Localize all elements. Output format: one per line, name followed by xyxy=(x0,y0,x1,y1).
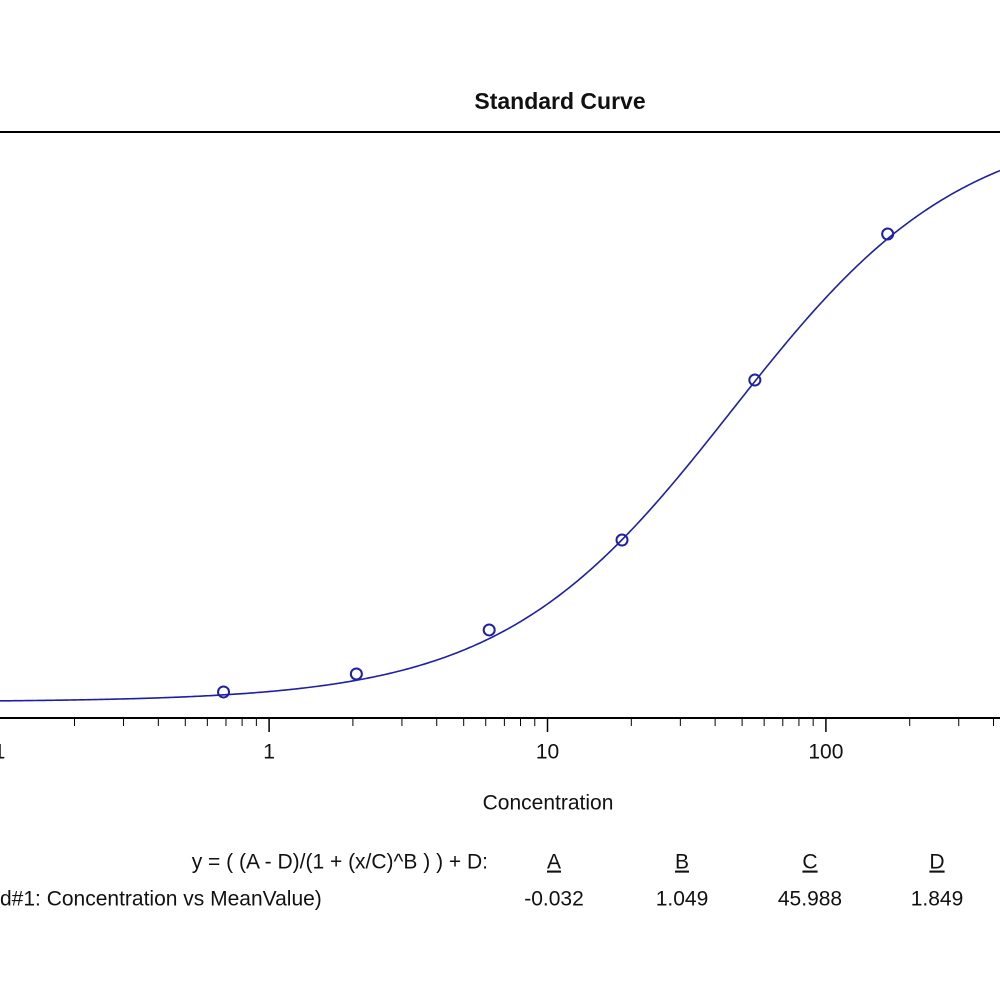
chart-title: Standard Curve xyxy=(474,88,645,114)
param-value: 45.988 xyxy=(778,888,842,911)
data-point xyxy=(615,533,629,547)
param-value: 1.849 xyxy=(911,888,964,911)
x-axis-label: Concentration xyxy=(483,792,614,815)
data-point xyxy=(881,227,895,241)
data-point xyxy=(482,623,496,637)
param-value: 1.049 xyxy=(656,888,709,911)
param-name: C xyxy=(802,851,817,874)
x-tick-label: 0.1 xyxy=(0,741,5,764)
data-point xyxy=(217,685,231,699)
x-tick-label: 100 xyxy=(808,741,843,764)
fit-curve xyxy=(0,169,1000,702)
param-name: B xyxy=(675,851,689,874)
data-point xyxy=(349,667,363,681)
param-value: -0.032 xyxy=(524,888,584,911)
data-point xyxy=(748,373,762,387)
series-name: d#1: Concentration vs MeanValue) xyxy=(0,888,322,911)
fit-equation: y = ( (A - D)/(1 + (x/C)^B ) ) + D: xyxy=(192,851,488,874)
param-name: A xyxy=(547,851,561,874)
x-tick-label: 1 xyxy=(263,741,275,764)
x-tick-label: 10 xyxy=(536,741,559,764)
param-name: D xyxy=(929,851,944,874)
